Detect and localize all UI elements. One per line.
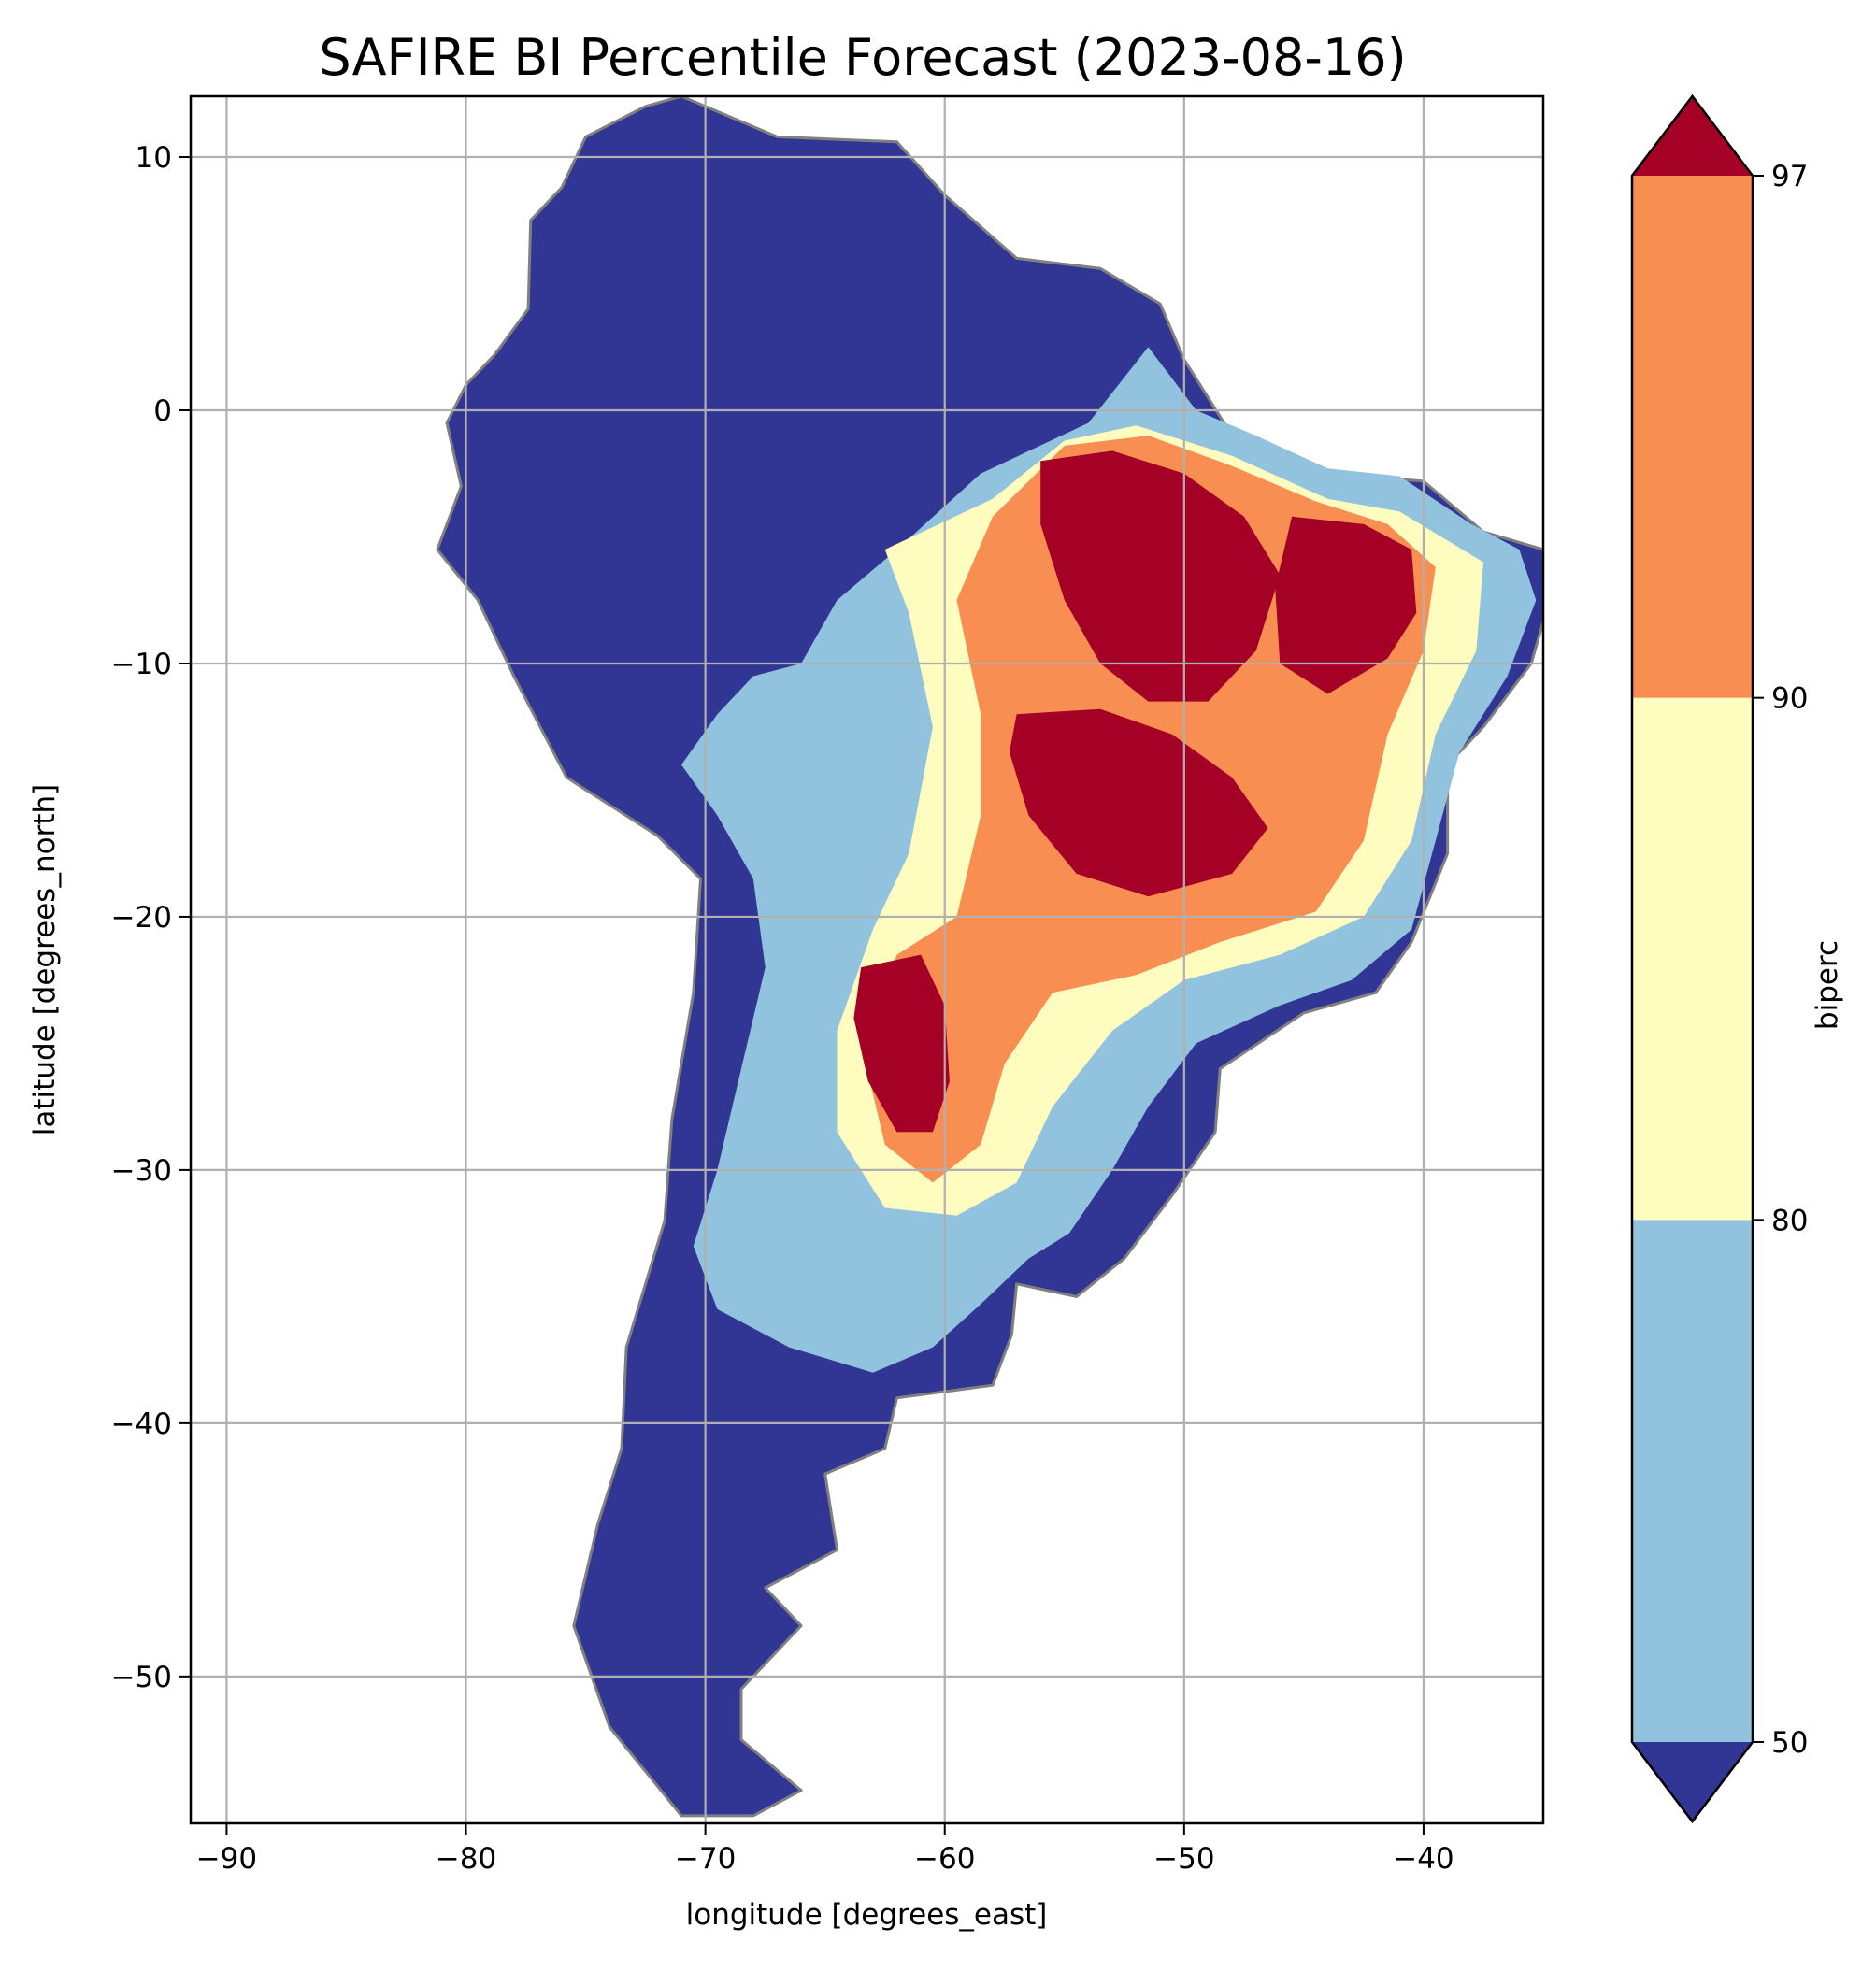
colorbar-extend-bottom [1632,1742,1753,1821]
colorbar: 50 80 90 97 [1630,93,1808,1824]
colorbar-segment [1632,176,1753,698]
x-tick-label: −90 [196,1842,257,1876]
colorbar-segment [1632,1220,1753,1742]
x-tick-label: −80 [436,1842,496,1876]
colorbar-label: biperc [1811,940,1844,1030]
colorbar-tick-label: 80 [1771,1204,1808,1237]
y-tick-label: −30 [111,1154,172,1188]
gridlines [191,96,1543,1823]
x-axis-label: longitude [degrees_east] [686,1898,1048,1932]
y-tick-label: −20 [111,901,172,935]
chart-title: SAFIRE BI Percentile Forecast (2023-08-1… [319,28,1406,87]
colorbar-tick-label: 90 [1771,682,1808,716]
y-axis-label: latitude [degrees_north] [28,784,62,1135]
colorbar-tick-label: 97 [1771,160,1808,193]
y-tick-label: −40 [111,1407,172,1441]
x-tick-label: −40 [1393,1842,1454,1876]
map-region-above-97 [853,954,950,1133]
colorbar-extend-top [1632,96,1753,176]
plot-frame [189,94,1545,1825]
x-axis-ticks: −90 −80 −70 −60 −50 −40 [196,1823,1454,1876]
colorbar-tick-label: 50 [1771,1726,1808,1760]
colorbar-segment [1632,697,1753,1221]
y-tick-label: −10 [111,648,172,681]
y-tick-label: 10 [136,141,172,175]
y-axis-ticks: 10 0 −10 −20 −30 −40 −50 [111,141,191,1694]
map-region-above-97 [1009,708,1268,897]
map-region-above-97 [1040,450,1281,702]
x-tick-label: −60 [914,1842,975,1876]
y-tick-label: −50 [111,1661,172,1694]
x-tick-label: −70 [675,1842,736,1876]
x-tick-label: −50 [1153,1842,1214,1876]
y-tick-label: 0 [153,394,172,428]
percentile-map-layer [436,96,1543,1818]
map-region-above-97 [1275,516,1417,694]
